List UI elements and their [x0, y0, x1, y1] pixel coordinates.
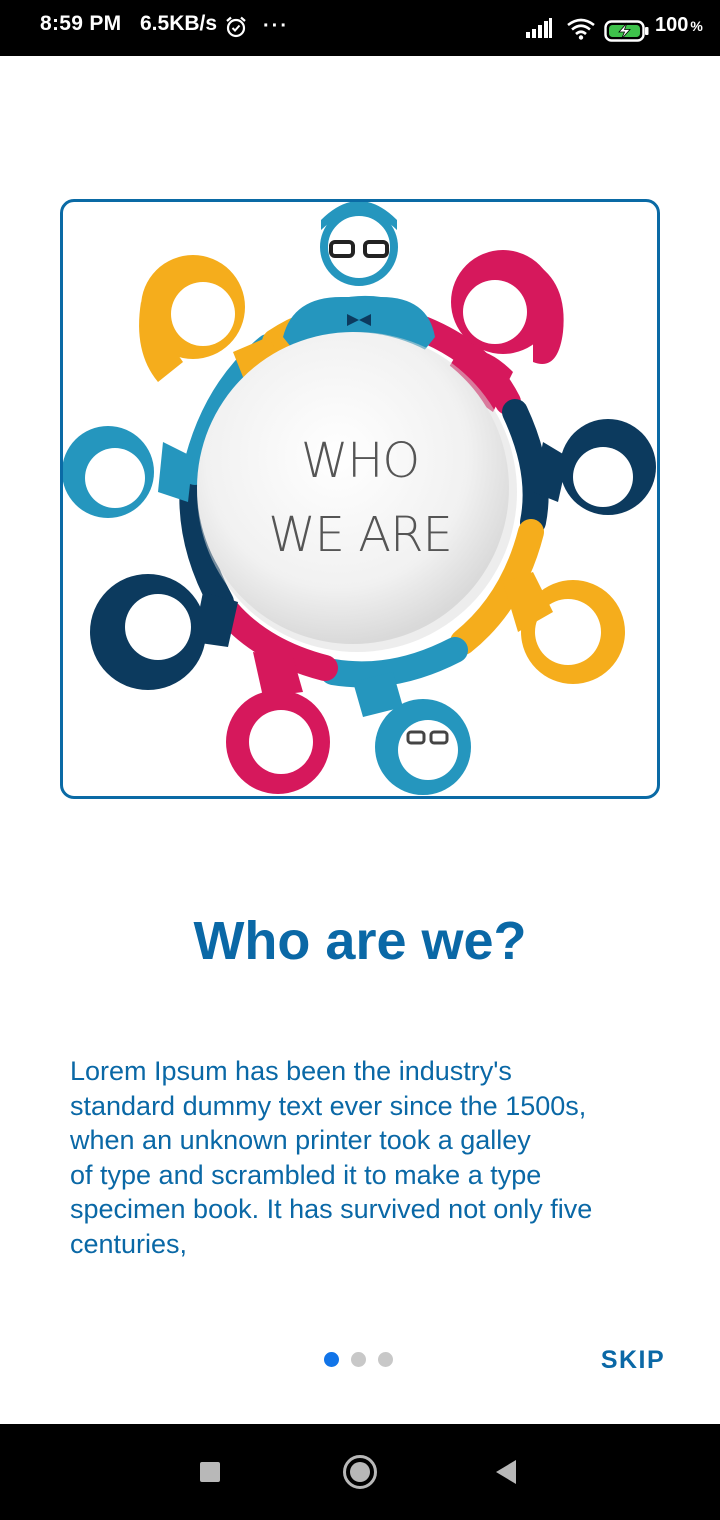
hero-illustration-card: WHO WE ARE: [60, 199, 660, 799]
person-lower-right-icon: [503, 572, 625, 684]
hero-caption-line-2: WE ARE: [63, 498, 657, 572]
system-nav-bar: [0, 1424, 720, 1520]
status-net-speed: 6.5KB/s: [140, 12, 217, 36]
more-dots-icon: ···: [263, 16, 289, 36]
alarm-icon: [224, 15, 248, 44]
battery-charging-icon: [604, 20, 650, 47]
page-dot-3[interactable]: [378, 1352, 393, 1367]
page-description: Lorem Ipsum has been the industry's stan…: [70, 1054, 670, 1262]
status-time: 8:59 PM: [40, 12, 121, 36]
person-top-icon: [283, 202, 435, 352]
wifi-icon: [566, 18, 596, 45]
battery-level: 100%: [655, 14, 703, 37]
hero-caption: WHO WE ARE: [63, 424, 657, 572]
signal-icon: [525, 18, 553, 43]
page-indicator: [324, 1352, 393, 1368]
page-dot-2[interactable]: [351, 1352, 366, 1367]
back-triangle-icon[interactable]: [494, 1459, 518, 1490]
recents-square-icon[interactable]: [200, 1462, 220, 1482]
page-dot-1-active[interactable]: [324, 1352, 339, 1367]
person-bottom-icon: [353, 672, 471, 795]
hero-caption-line-1: WHO: [63, 424, 657, 498]
skip-button[interactable]: SKIP: [588, 1338, 678, 1382]
home-circle-icon[interactable]: [342, 1454, 378, 1495]
status-bar: 8:59 PM 6.5KB/s ···: [0, 0, 720, 56]
page-title: Who are we?: [0, 905, 720, 977]
